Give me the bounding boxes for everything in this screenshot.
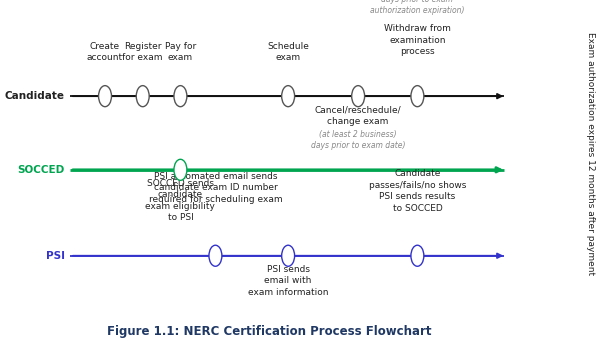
Ellipse shape (352, 86, 365, 107)
Ellipse shape (282, 245, 294, 266)
Text: SOCCED: SOCCED (17, 165, 65, 175)
Text: PSI sends
email with
exam information: PSI sends email with exam information (248, 265, 329, 297)
Text: PSI automated email sends
candidate exam ID number
required for scheduling exam: PSI automated email sends candidate exam… (149, 172, 282, 204)
Ellipse shape (174, 159, 187, 180)
Ellipse shape (136, 86, 149, 107)
Text: Pay for
exam: Pay for exam (165, 42, 196, 62)
Text: SOCCED sends
candidate
exam eligibility
to PSI: SOCCED sends candidate exam eligibility … (146, 179, 215, 222)
Ellipse shape (174, 86, 187, 107)
Ellipse shape (209, 245, 222, 266)
Ellipse shape (99, 86, 111, 107)
Ellipse shape (411, 86, 424, 107)
Text: Candidate: Candidate (5, 91, 65, 101)
Text: (at least 2 business)
days prior to exam date): (at least 2 business) days prior to exam… (311, 130, 405, 150)
Text: (at least 1 business)
days prior to exam
authorization expiration): (at least 1 business) days prior to exam… (370, 0, 465, 15)
Ellipse shape (411, 245, 424, 266)
Text: Create
account: Create account (87, 42, 123, 62)
Text: Schedule
exam: Schedule exam (267, 42, 309, 62)
Text: Candidate
passes/fails/no shows
PSI sends results
to SOCCED: Candidate passes/fails/no shows PSI send… (368, 169, 466, 213)
Text: PSI: PSI (46, 251, 65, 261)
Text: Register
for exam: Register for exam (122, 42, 163, 62)
Text: Exam authorization expires 12 months after payment: Exam authorization expires 12 months aft… (586, 32, 595, 275)
Ellipse shape (282, 86, 294, 107)
Text: Cancel/reschedule/
change exam: Cancel/reschedule/ change exam (315, 105, 401, 126)
Text: Withdraw from
examination
process: Withdraw from examination process (384, 24, 451, 56)
Text: Figure 1.1: NERC Certification Process Flowchart: Figure 1.1: NERC Certification Process F… (107, 325, 431, 338)
